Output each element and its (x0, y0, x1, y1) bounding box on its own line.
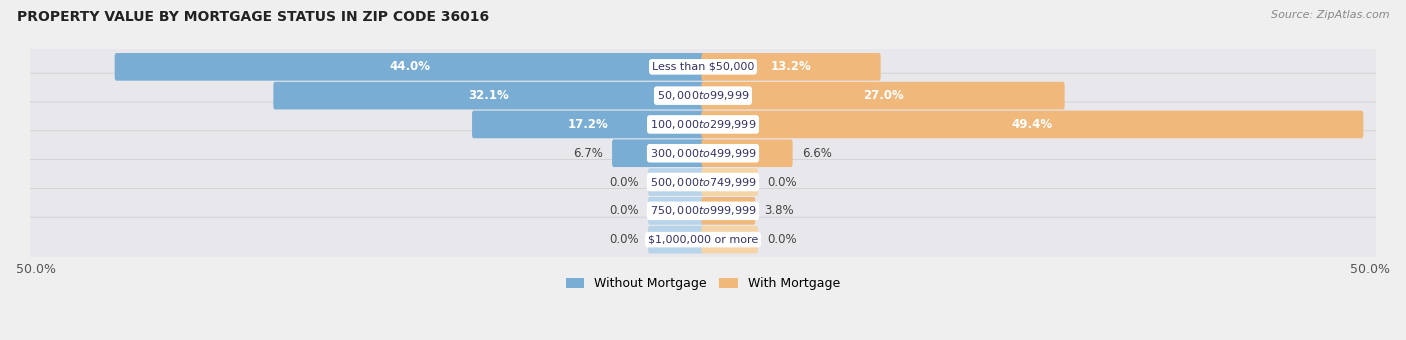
FancyBboxPatch shape (702, 53, 880, 81)
FancyBboxPatch shape (648, 197, 704, 225)
FancyBboxPatch shape (702, 168, 758, 196)
FancyBboxPatch shape (25, 188, 1381, 233)
FancyBboxPatch shape (472, 110, 704, 138)
Text: 13.2%: 13.2% (770, 61, 811, 73)
FancyBboxPatch shape (25, 131, 1381, 176)
Text: 6.7%: 6.7% (574, 147, 603, 160)
FancyBboxPatch shape (25, 159, 1381, 204)
Text: 0.0%: 0.0% (609, 204, 638, 217)
FancyBboxPatch shape (273, 82, 704, 109)
Text: $750,000 to $999,999: $750,000 to $999,999 (650, 204, 756, 217)
Text: $300,000 to $499,999: $300,000 to $499,999 (650, 147, 756, 160)
FancyBboxPatch shape (702, 110, 1364, 138)
FancyBboxPatch shape (648, 226, 704, 253)
FancyBboxPatch shape (702, 82, 1064, 109)
Text: $50,000 to $99,999: $50,000 to $99,999 (657, 89, 749, 102)
Text: 44.0%: 44.0% (389, 61, 430, 73)
Text: PROPERTY VALUE BY MORTGAGE STATUS IN ZIP CODE 36016: PROPERTY VALUE BY MORTGAGE STATUS IN ZIP… (17, 10, 489, 24)
Text: 0.0%: 0.0% (609, 175, 638, 189)
Text: 0.0%: 0.0% (609, 233, 638, 246)
FancyBboxPatch shape (25, 217, 1381, 262)
Text: 32.1%: 32.1% (468, 89, 509, 102)
FancyBboxPatch shape (702, 139, 793, 167)
Text: $1,000,000 or more: $1,000,000 or more (648, 235, 758, 244)
Text: 6.6%: 6.6% (801, 147, 831, 160)
FancyBboxPatch shape (25, 102, 1381, 147)
FancyBboxPatch shape (25, 45, 1381, 89)
FancyBboxPatch shape (25, 73, 1381, 118)
Text: 0.0%: 0.0% (768, 233, 797, 246)
Text: Source: ZipAtlas.com: Source: ZipAtlas.com (1271, 10, 1389, 20)
Text: 0.0%: 0.0% (768, 175, 797, 189)
Text: 27.0%: 27.0% (863, 89, 904, 102)
Text: 3.8%: 3.8% (765, 204, 794, 217)
FancyBboxPatch shape (115, 53, 704, 81)
Text: Less than $50,000: Less than $50,000 (652, 62, 754, 72)
FancyBboxPatch shape (702, 197, 755, 225)
FancyBboxPatch shape (648, 168, 704, 196)
Legend: Without Mortgage, With Mortgage: Without Mortgage, With Mortgage (561, 272, 845, 295)
FancyBboxPatch shape (702, 226, 758, 253)
Text: 17.2%: 17.2% (568, 118, 609, 131)
Text: $500,000 to $749,999: $500,000 to $749,999 (650, 175, 756, 189)
Text: $100,000 to $299,999: $100,000 to $299,999 (650, 118, 756, 131)
FancyBboxPatch shape (612, 139, 704, 167)
Text: 49.4%: 49.4% (1012, 118, 1053, 131)
